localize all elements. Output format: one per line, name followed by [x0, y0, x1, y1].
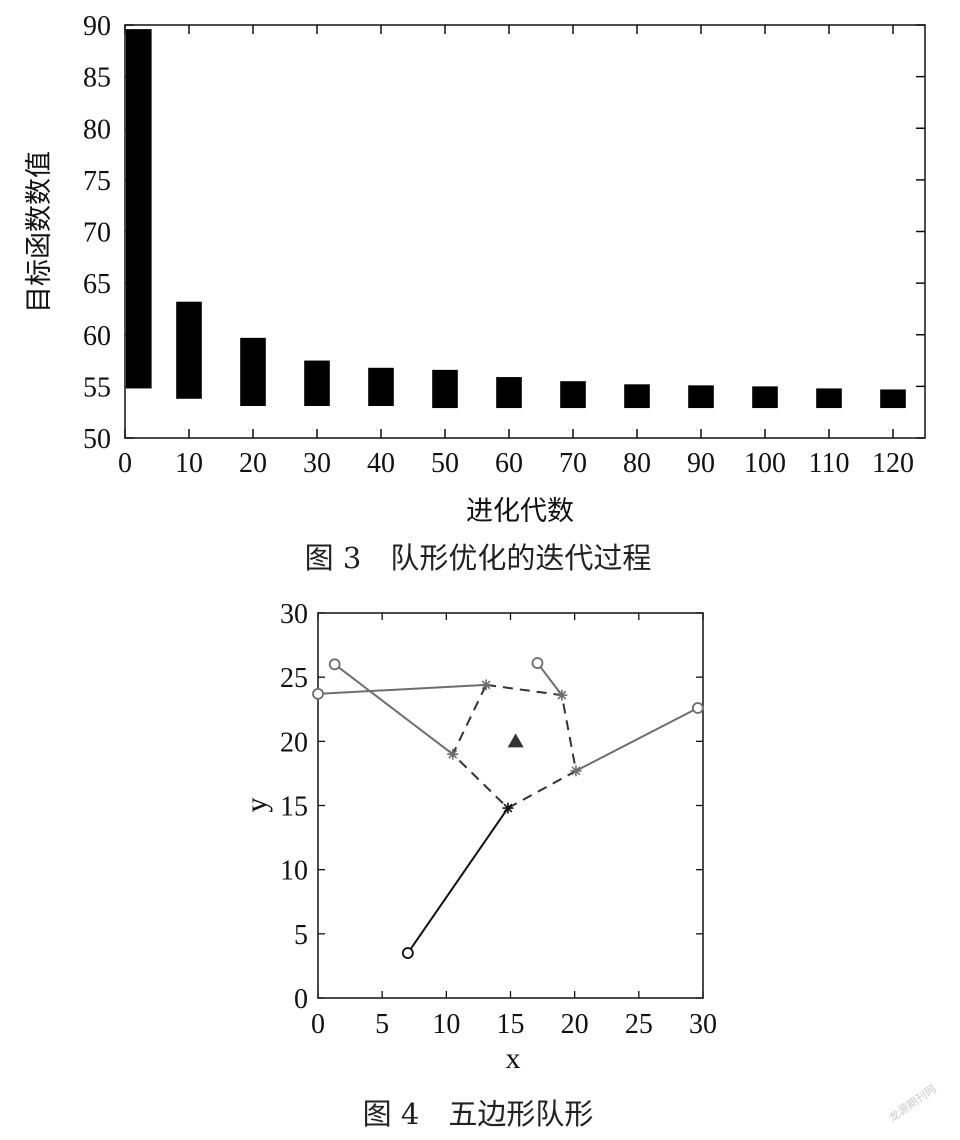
fig3-x-tick-label: 60 [495, 448, 523, 479]
fig4-x-tick-label: 25 [625, 1009, 653, 1040]
fig3-y-tick-label: 90 [83, 11, 111, 42]
fig3-bar [560, 381, 586, 409]
fig4-trajectory-line [536, 662, 563, 696]
fig3-y-tick-label: 55 [83, 372, 111, 403]
fig4-x-tick-label: 5 [375, 1009, 389, 1040]
fig4-y-tick-label: 15 [280, 792, 308, 823]
fig3-x-tick-label: 90 [687, 448, 715, 479]
fig3-bar [496, 377, 522, 409]
fig3-x-tick-label: 70 [559, 448, 587, 479]
fig4-y-tick-label: 10 [280, 856, 308, 887]
fig3-bar [240, 337, 266, 406]
fig4-trajectory-line [317, 683, 487, 695]
fig3-y-tick-label: 50 [83, 424, 111, 455]
fig3-bar [304, 360, 330, 406]
fig4-trajectory-line [575, 707, 699, 772]
fig3-y-tick-label: 75 [83, 166, 111, 197]
fig4-target-point [448, 749, 458, 759]
fig4-caption: 图 4 五边形队形 [363, 1097, 594, 1131]
fig3-y-axis-label: 目标函数数值 [24, 151, 55, 313]
iteration-chart: 50 55 60 65 70 75 80 85 90 0 10 20 30 40 50 60 70 80 90 100… [83, 11, 926, 479]
fig4-trajectory-line [334, 663, 454, 755]
fig4-start-point [328, 658, 341, 671]
fig4-x-tick-label: 0 [311, 1009, 325, 1040]
fig3-x-tick-label: 20 [239, 448, 267, 479]
fig3-bar [688, 385, 714, 409]
fig4-start-point [691, 702, 704, 714]
fig4-start-point [312, 687, 324, 700]
fig3-bar [368, 367, 394, 406]
fig4-x-tick-label: 30 [689, 1009, 717, 1040]
fig3-x-tick-label: 80 [623, 448, 651, 479]
fig4-y-tick-label: 25 [280, 663, 308, 694]
fig4-y-tick-label: 0 [294, 984, 308, 1015]
fig3-bar [880, 389, 906, 409]
fig3-x-tick-label: 10 [175, 448, 203, 479]
fig4-target-point [571, 766, 581, 776]
fig3-bar [176, 301, 202, 399]
fig4-y-tick-label: 20 [280, 727, 308, 758]
fig3-x-tick-label: 50 [431, 448, 459, 479]
fig3-y-tick-label: 85 [83, 63, 111, 94]
fig4-y-axis-label: y [240, 798, 273, 813]
fig3-x-tick-label: 30 [303, 448, 331, 479]
fig4-x-tick-label: 15 [497, 1009, 525, 1040]
fig3-x-tick-label: 120 [872, 448, 914, 479]
fig3-bar [624, 384, 650, 409]
fig3-x-tick-label: 110 [809, 448, 850, 479]
fig3-x-tick-label: 40 [367, 448, 395, 479]
pentagon-formation-chart: 0 5 10 15 20 25 30 0 5 10 15 20 25 30 [280, 599, 717, 1040]
fig4-y-tick-label: 5 [294, 920, 308, 951]
fig3-y-tick-label: 80 [83, 114, 111, 145]
fig4-trajectory-line [407, 807, 509, 954]
fig3-bar [816, 388, 842, 409]
fig4-x-axis-label: x [506, 1042, 521, 1075]
fig3-y-tick-label: 65 [83, 269, 111, 300]
fig3-y-tick-label: 60 [83, 321, 111, 352]
fig4-target-point [503, 803, 513, 813]
fig4-center-marker [507, 733, 524, 748]
watermark: 龙源期刊网 [886, 1081, 939, 1124]
fig4-target-point [481, 680, 491, 690]
fig3-caption: 图 3 队形优化的迭代过程 [305, 541, 652, 575]
fig4-start-point [401, 947, 414, 959]
fig4-target-point [557, 690, 567, 700]
fig3-bar [752, 386, 778, 409]
fig4-x-tick-label: 10 [432, 1009, 460, 1040]
fig4-start-point [531, 657, 544, 669]
fig3-y-tick-label: 70 [83, 218, 111, 249]
fig3-bar [432, 369, 458, 409]
fig3-x-axis-label: 进化代数 [466, 496, 574, 527]
fig4-y-tick-label: 30 [280, 599, 308, 630]
fig3-bar [126, 29, 152, 389]
fig3-x-tick-label: 100 [744, 448, 786, 479]
fig3-x-tick-label: 0 [118, 448, 132, 479]
fig4-x-tick-label: 20 [561, 1009, 589, 1040]
fig4-pentagon-outline [451, 683, 578, 810]
